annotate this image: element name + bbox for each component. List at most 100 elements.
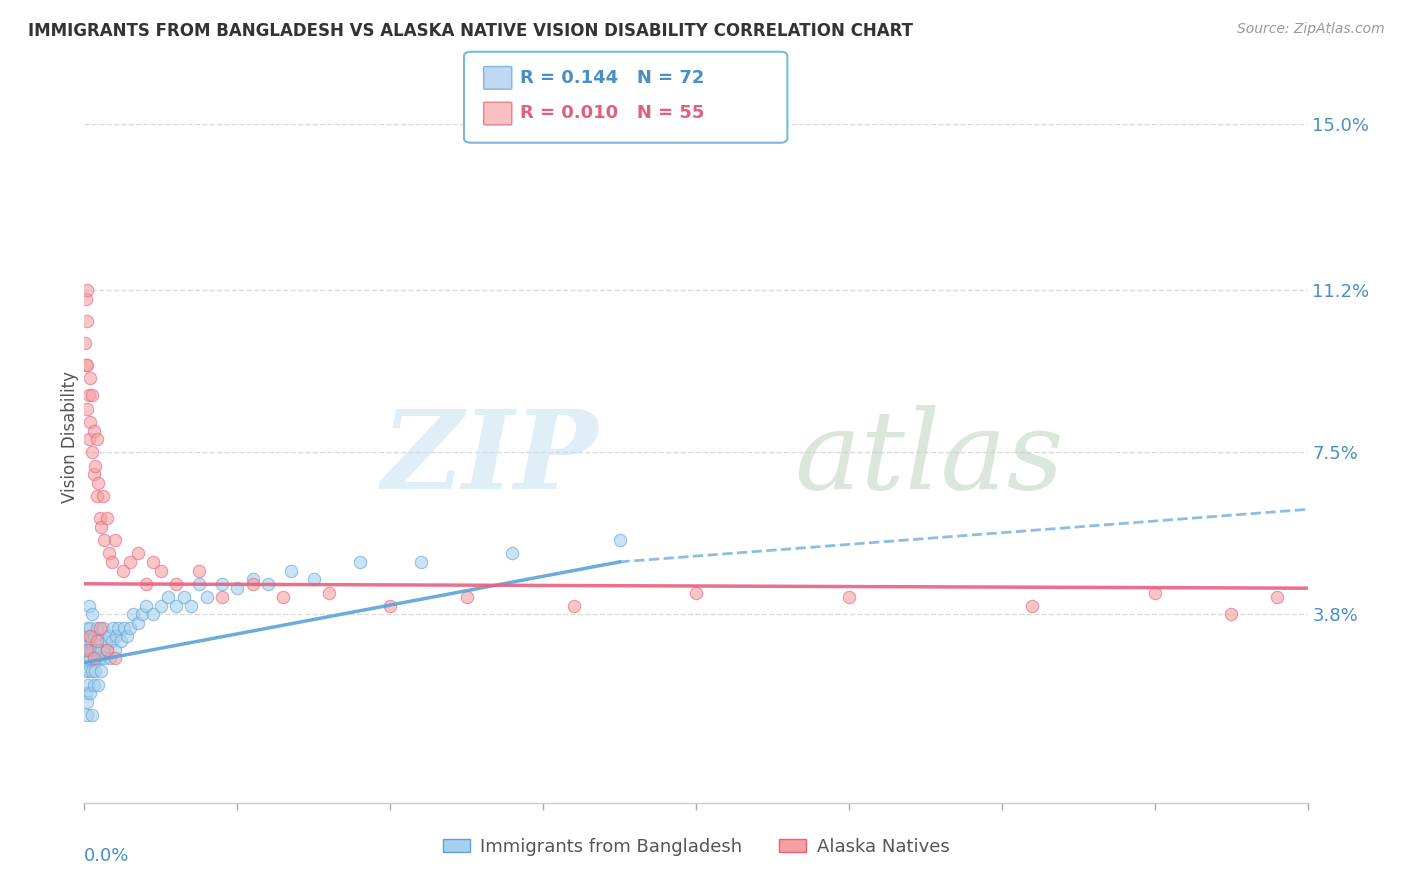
Point bbox=[76, 401, 98, 416]
Point bbox=[685, 585, 707, 599]
Point bbox=[195, 590, 218, 604]
Point bbox=[271, 590, 294, 604]
Point bbox=[103, 621, 125, 635]
Point bbox=[93, 651, 115, 665]
Point bbox=[86, 489, 108, 503]
Point bbox=[83, 677, 105, 691]
Point bbox=[83, 424, 105, 438]
Point bbox=[838, 590, 860, 604]
Point bbox=[107, 621, 129, 635]
Point bbox=[165, 599, 187, 613]
Point bbox=[90, 642, 112, 657]
Point bbox=[349, 555, 371, 569]
Point bbox=[86, 633, 108, 648]
Point bbox=[77, 629, 100, 643]
Point bbox=[76, 621, 98, 635]
Point bbox=[77, 642, 100, 657]
Point bbox=[135, 576, 157, 591]
Point bbox=[76, 314, 98, 328]
Point bbox=[76, 651, 98, 665]
Point bbox=[280, 564, 302, 578]
Point bbox=[96, 642, 118, 657]
Point bbox=[242, 576, 264, 591]
Point bbox=[1265, 590, 1288, 604]
Point bbox=[257, 576, 280, 591]
Text: Source: ZipAtlas.com: Source: ZipAtlas.com bbox=[1237, 22, 1385, 37]
Point bbox=[180, 599, 202, 613]
Point bbox=[75, 335, 97, 350]
Point bbox=[318, 585, 340, 599]
Point bbox=[120, 555, 142, 569]
Point bbox=[89, 511, 111, 525]
Point bbox=[84, 642, 107, 657]
Point bbox=[120, 621, 142, 635]
Point bbox=[76, 642, 98, 657]
Point bbox=[77, 665, 100, 679]
Point bbox=[90, 665, 112, 679]
Point bbox=[79, 415, 101, 429]
Point bbox=[86, 651, 108, 665]
Point bbox=[97, 546, 120, 560]
Point bbox=[80, 642, 103, 657]
Point bbox=[104, 533, 127, 547]
Point bbox=[149, 564, 172, 578]
Point bbox=[226, 581, 249, 595]
Point bbox=[76, 284, 98, 298]
Point bbox=[80, 445, 103, 459]
Point bbox=[90, 520, 112, 534]
Text: 0.0%: 0.0% bbox=[84, 847, 129, 864]
Point bbox=[76, 633, 98, 648]
Point bbox=[104, 642, 127, 657]
Point bbox=[110, 633, 132, 648]
Point bbox=[97, 629, 120, 643]
Point bbox=[75, 665, 97, 679]
Point bbox=[188, 576, 211, 591]
Text: ZIP: ZIP bbox=[381, 405, 598, 513]
Point bbox=[380, 599, 402, 613]
Point bbox=[87, 642, 110, 657]
Point bbox=[1220, 607, 1243, 622]
Point bbox=[127, 616, 149, 631]
Point bbox=[173, 590, 195, 604]
Point bbox=[609, 533, 631, 547]
Point bbox=[101, 555, 124, 569]
Point bbox=[80, 708, 103, 723]
Point bbox=[80, 665, 103, 679]
Point bbox=[80, 388, 103, 402]
Point bbox=[79, 651, 101, 665]
Point bbox=[83, 651, 105, 665]
Point bbox=[105, 629, 128, 643]
Text: atlas: atlas bbox=[794, 405, 1063, 513]
Point bbox=[211, 590, 233, 604]
Text: IMMIGRANTS FROM BANGLADESH VS ALASKA NATIVE VISION DISABILITY CORRELATION CHART: IMMIGRANTS FROM BANGLADESH VS ALASKA NAT… bbox=[28, 22, 912, 40]
Point bbox=[87, 677, 110, 691]
Point bbox=[409, 555, 432, 569]
Point bbox=[79, 629, 101, 643]
Point bbox=[1021, 599, 1043, 613]
Point bbox=[91, 621, 114, 635]
Point bbox=[84, 665, 107, 679]
Point bbox=[502, 546, 524, 560]
Point bbox=[98, 651, 121, 665]
Point bbox=[1143, 585, 1166, 599]
Point bbox=[211, 576, 233, 591]
Y-axis label: Vision Disability: Vision Disability bbox=[62, 371, 80, 503]
Point bbox=[112, 621, 135, 635]
Point bbox=[93, 533, 115, 547]
Point bbox=[165, 576, 187, 591]
Point bbox=[91, 489, 114, 503]
Point bbox=[122, 607, 145, 622]
Point bbox=[77, 432, 100, 446]
Legend: Immigrants from Bangladesh, Alaska Natives: Immigrants from Bangladesh, Alaska Nativ… bbox=[436, 830, 956, 863]
Point bbox=[75, 358, 97, 372]
Point bbox=[96, 642, 118, 657]
Point bbox=[79, 686, 101, 700]
Point bbox=[87, 476, 110, 491]
Point bbox=[79, 621, 101, 635]
Point bbox=[80, 607, 103, 622]
Point bbox=[76, 358, 98, 372]
Point bbox=[302, 573, 325, 587]
Point bbox=[456, 590, 478, 604]
Point bbox=[111, 564, 134, 578]
Point bbox=[79, 371, 101, 385]
